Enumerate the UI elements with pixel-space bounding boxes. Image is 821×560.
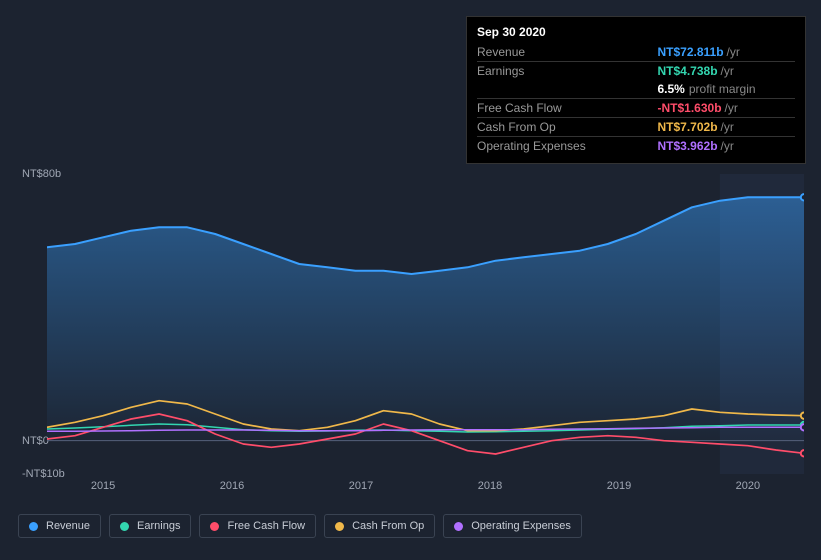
tooltip-row-value: NT$72.811b/yr (658, 43, 796, 62)
x-tick-label: 2019 (607, 480, 631, 492)
y-tick-label: NT$0 (22, 435, 49, 447)
tooltip-row-label: Operating Expenses (477, 137, 658, 156)
legend-label: Revenue (46, 520, 90, 532)
legend-label: Earnings (137, 520, 180, 532)
x-tick-label: 2018 (478, 480, 502, 492)
x-tick-label: 2020 (736, 480, 760, 492)
tooltip-date: Sep 30 2020 (477, 23, 795, 43)
tooltip-row-label: Revenue (477, 43, 658, 62)
x-tick-label: 2015 (91, 480, 115, 492)
plot-area[interactable] (47, 174, 804, 474)
chart-tooltip: Sep 30 2020 RevenueNT$72.811b/yrEarnings… (466, 16, 806, 164)
x-axis-labels: 2015 2016 2017 2018 2019 2020 (47, 480, 804, 496)
legend-item[interactable]: Free Cash Flow (199, 514, 316, 538)
tooltip-row-value: NT$7.702b/yr (658, 118, 796, 137)
legend-item[interactable]: Earnings (109, 514, 191, 538)
legend-label: Free Cash Flow (227, 520, 305, 532)
legend-item[interactable]: Operating Expenses (443, 514, 582, 538)
tooltip-row-label: Earnings (477, 62, 658, 81)
line-chart: NT$80bNT$0-NT$10b (17, 154, 804, 474)
tooltip-row-value: NT$4.738b/yr (658, 62, 796, 81)
tooltip-row-sub: 6.5%profit margin (658, 80, 796, 99)
tooltip-row-value: NT$3.962b/yr (658, 137, 796, 156)
legend-item[interactable]: Cash From Op (324, 514, 435, 538)
tooltip-row-value: -NT$1.630b/yr (658, 99, 796, 118)
legend-label: Cash From Op (352, 520, 424, 532)
legend-item[interactable]: Revenue (18, 514, 101, 538)
legend-dot (335, 522, 344, 531)
tooltip-row-label: Cash From Op (477, 118, 658, 137)
tooltip-table: RevenueNT$72.811b/yrEarningsNT$4.738b/yr… (477, 43, 795, 155)
chart-legend: Revenue Earnings Free Cash Flow Cash From O… (18, 514, 582, 538)
legend-label: Operating Expenses (471, 520, 571, 532)
legend-dot (210, 522, 219, 531)
x-tick-label: 2017 (349, 480, 373, 492)
legend-dot (29, 522, 38, 531)
legend-dot (120, 522, 129, 531)
legend-dot (454, 522, 463, 531)
tooltip-row-label: Free Cash Flow (477, 99, 658, 118)
x-tick-label: 2016 (220, 480, 244, 492)
